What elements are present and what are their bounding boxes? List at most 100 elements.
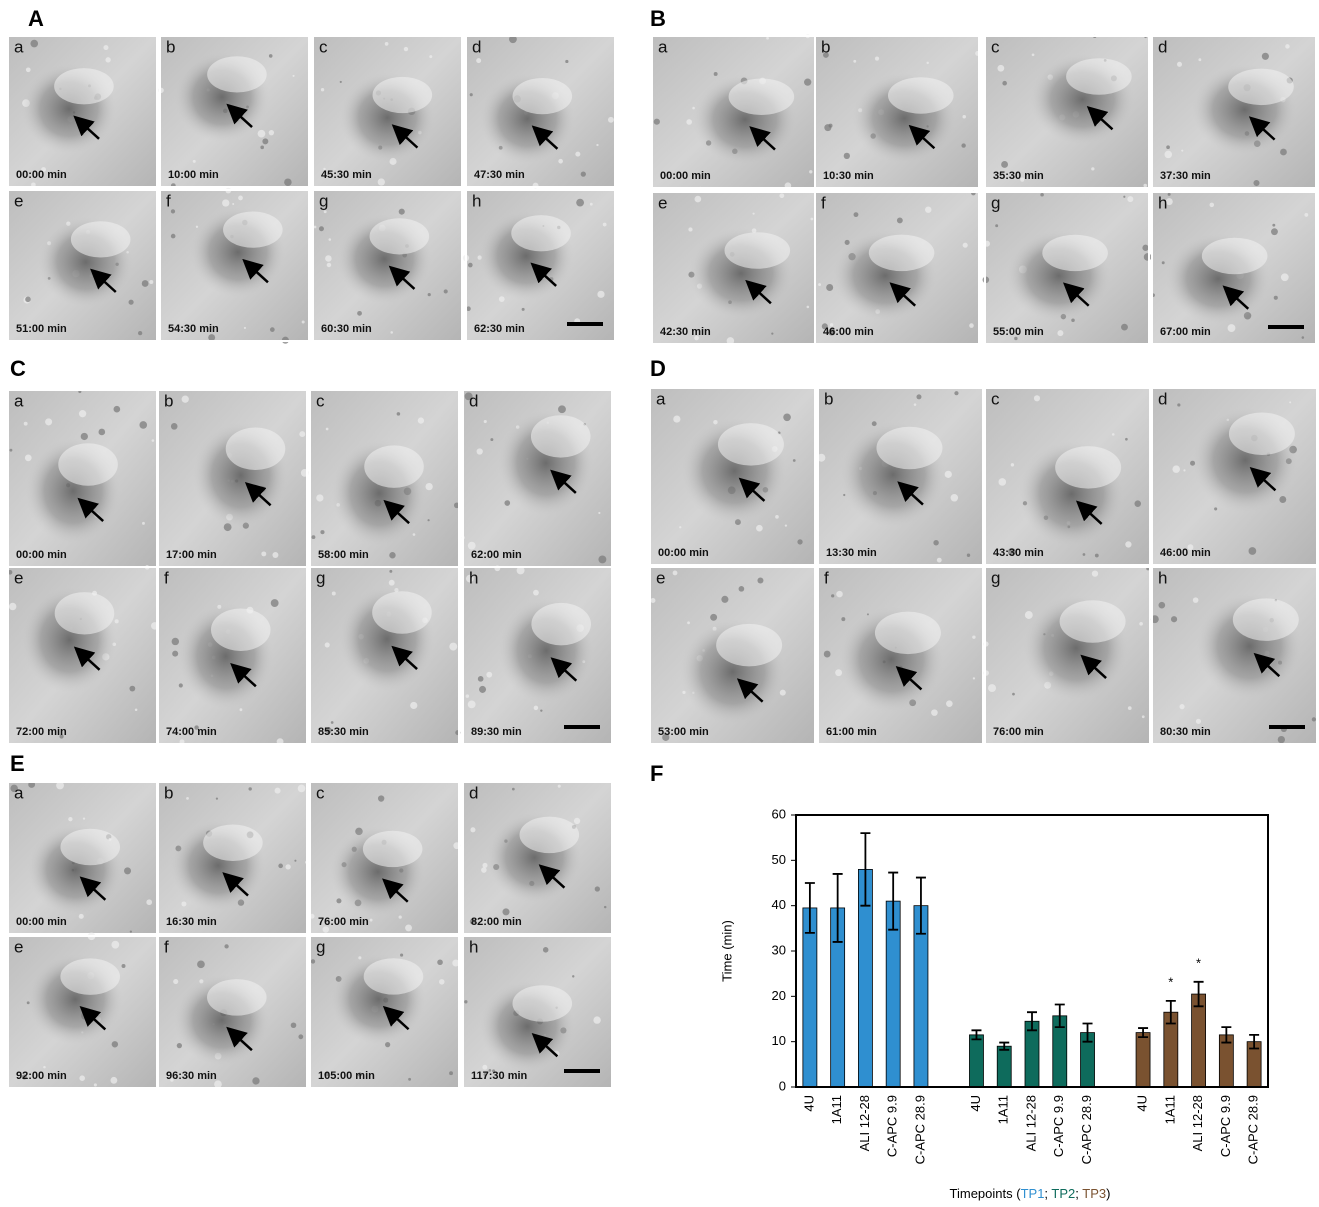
frame-letter: b — [164, 391, 173, 410]
speckle — [25, 297, 31, 303]
speckle — [766, 37, 769, 40]
cell-halo — [223, 212, 283, 248]
frame-letter: c — [316, 391, 325, 410]
legend-entry: TP1 — [1021, 1186, 1045, 1201]
frame-time: 92:00 min — [16, 1070, 67, 1082]
speckle — [477, 448, 483, 454]
micrograph — [652, 34, 816, 189]
speckle — [962, 115, 965, 118]
speckle — [468, 263, 473, 268]
speckle — [408, 1078, 411, 1081]
y-tick-label: 30 — [772, 942, 786, 957]
legend-entry: TP2 — [1051, 1186, 1075, 1201]
cell-halo — [370, 218, 430, 254]
speckle — [1034, 395, 1040, 401]
speckle — [1183, 469, 1185, 471]
speckle — [783, 413, 791, 421]
frame-letter: g — [991, 568, 1000, 587]
micrograph — [463, 936, 612, 1088]
speckle — [490, 438, 493, 441]
x-tick-label: 4U — [968, 1095, 983, 1112]
speckle — [466, 694, 470, 698]
x-tick-label: 1A11 — [996, 1095, 1011, 1124]
speckle — [688, 227, 692, 231]
speckle — [9, 449, 12, 452]
frame-time: 60:30 min — [321, 323, 372, 335]
speckle — [404, 47, 408, 51]
speckle — [572, 975, 574, 977]
speckle — [1142, 245, 1148, 251]
speckle — [262, 138, 268, 144]
speckle — [1172, 465, 1180, 473]
speckle — [654, 119, 660, 125]
speckle — [24, 422, 28, 426]
speckle — [576, 199, 584, 207]
y-tick-label: 40 — [772, 897, 786, 912]
speckle — [172, 638, 179, 645]
cell-halo — [1233, 598, 1299, 640]
speckle — [963, 243, 968, 248]
speckle — [1083, 553, 1086, 556]
speckle — [807, 306, 810, 309]
speckle — [149, 280, 153, 284]
x-tick-label: C-APC 28.9 — [912, 1095, 927, 1164]
speckle — [875, 57, 879, 61]
speckle — [385, 42, 389, 46]
frame-time: 00:00 min — [658, 547, 709, 559]
speckle — [239, 708, 242, 711]
speckle — [103, 45, 108, 50]
x-tick-label: ALI 12-28 — [1190, 1095, 1205, 1151]
speckle — [1142, 715, 1145, 718]
frame-letter: g — [991, 193, 1000, 212]
speckle — [270, 327, 275, 332]
speckle — [1001, 161, 1008, 168]
frame-time: 10:00 min — [168, 169, 219, 181]
speckle — [325, 642, 330, 647]
cell-halo — [1060, 600, 1126, 642]
frame-time: 58:00 min — [318, 549, 369, 561]
speckle — [378, 795, 384, 801]
speckle — [590, 203, 593, 206]
speckle — [818, 283, 821, 286]
speckle — [575, 152, 580, 157]
speckle — [152, 439, 155, 442]
frame-letter: d — [469, 391, 478, 410]
cell-halo — [1042, 235, 1108, 271]
speckle — [278, 864, 283, 869]
speckle — [972, 635, 975, 638]
speckle — [269, 54, 273, 58]
speckle — [142, 280, 149, 287]
bar — [1192, 994, 1206, 1087]
speckle — [1181, 150, 1183, 152]
bar — [969, 1035, 983, 1087]
speckle — [757, 577, 763, 583]
frame-letter: e — [14, 568, 23, 587]
frame-letter: f — [164, 937, 169, 956]
cell-halo — [373, 77, 433, 113]
frame-letter: f — [164, 568, 169, 587]
speckle — [478, 676, 484, 682]
speckle — [1281, 273, 1289, 281]
frame-time: 42:30 min — [660, 326, 711, 338]
frame-time: 89:30 min — [471, 726, 522, 738]
speckle — [853, 60, 856, 63]
speckle — [439, 979, 445, 985]
speckle — [824, 124, 831, 131]
speckle — [312, 535, 316, 539]
speckle — [299, 431, 305, 437]
speckle — [1228, 324, 1236, 332]
speckle — [1304, 213, 1308, 217]
speckle — [238, 196, 243, 201]
speckle — [1278, 736, 1285, 743]
speckle — [244, 327, 246, 329]
speckle — [389, 570, 392, 573]
frame-time: 80:30 min — [1160, 726, 1211, 738]
speckle — [533, 590, 539, 596]
speckle — [139, 421, 147, 429]
significance-mark: * — [1168, 974, 1173, 989]
speckle — [1095, 554, 1099, 558]
speckle — [995, 224, 998, 227]
bar — [1136, 1033, 1150, 1087]
x-tick-label: C-APC 9.9 — [1051, 1095, 1066, 1157]
panel-label: D — [650, 356, 666, 381]
